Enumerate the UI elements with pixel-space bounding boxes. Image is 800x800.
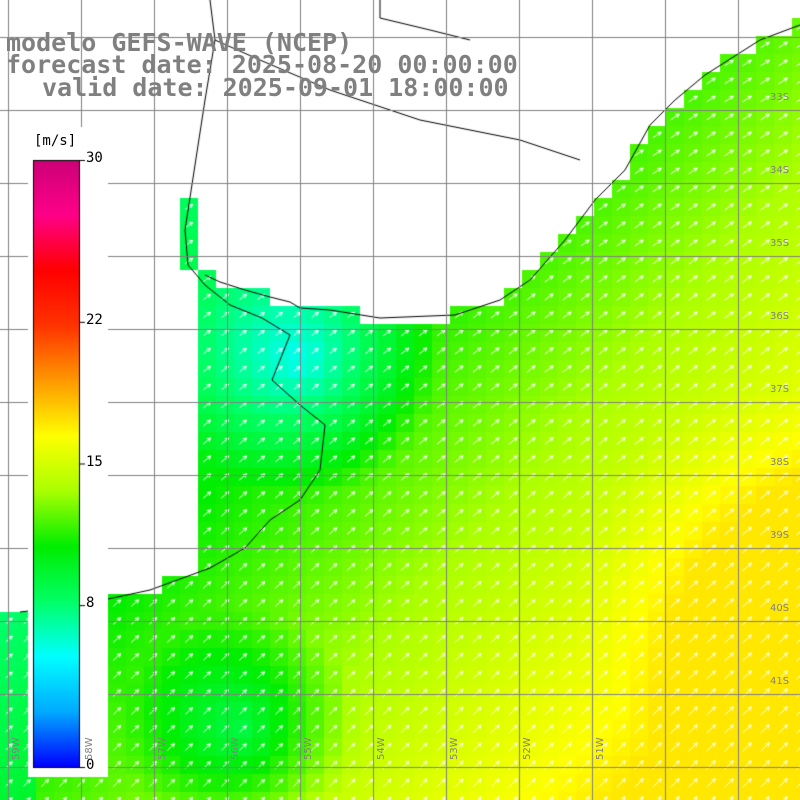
model-title: modelo GEFS-WAVE (NCEP) [6, 28, 353, 57]
longitude-label: 55W [303, 737, 314, 760]
latitude-label: 40S [770, 603, 790, 614]
longitude-label: 54W [376, 737, 387, 760]
latitude-label: 33S [770, 92, 790, 103]
colorbar-tick-label: 30 [86, 150, 103, 166]
latitude-label: 41S [770, 676, 790, 687]
longitude-label: 58W [84, 737, 95, 760]
colorbar-tick-label: 0 [86, 757, 95, 773]
longitude-label: 53W [449, 737, 460, 760]
colorbar-tick-label: 22 [86, 311, 103, 328]
latitude-label: 39S [770, 530, 790, 541]
longitude-label: 52W [522, 737, 533, 760]
colorbar-unit: [m/s] [34, 133, 77, 149]
longitude-label: 59W [11, 737, 22, 760]
latitude-label: 36S [770, 311, 790, 322]
valid-date: valid date: 2025-09-01 18:00:00 [42, 73, 509, 102]
colorbar-tick-label: 15 [86, 453, 103, 470]
latitude-label: 37S [770, 384, 790, 395]
latitude-label: 35S [770, 238, 790, 249]
colorbar-tick-label: 8 [86, 595, 95, 612]
longitude-label: 51W [595, 737, 606, 760]
forecast-date: forecast date: 2025-08-20 00:00:00 [6, 50, 518, 79]
latitude-label: 34S [770, 165, 790, 176]
longitude-label: 57W [157, 737, 168, 760]
longitude-label: 56W [230, 737, 241, 760]
latitude-label: 38S [770, 457, 790, 468]
